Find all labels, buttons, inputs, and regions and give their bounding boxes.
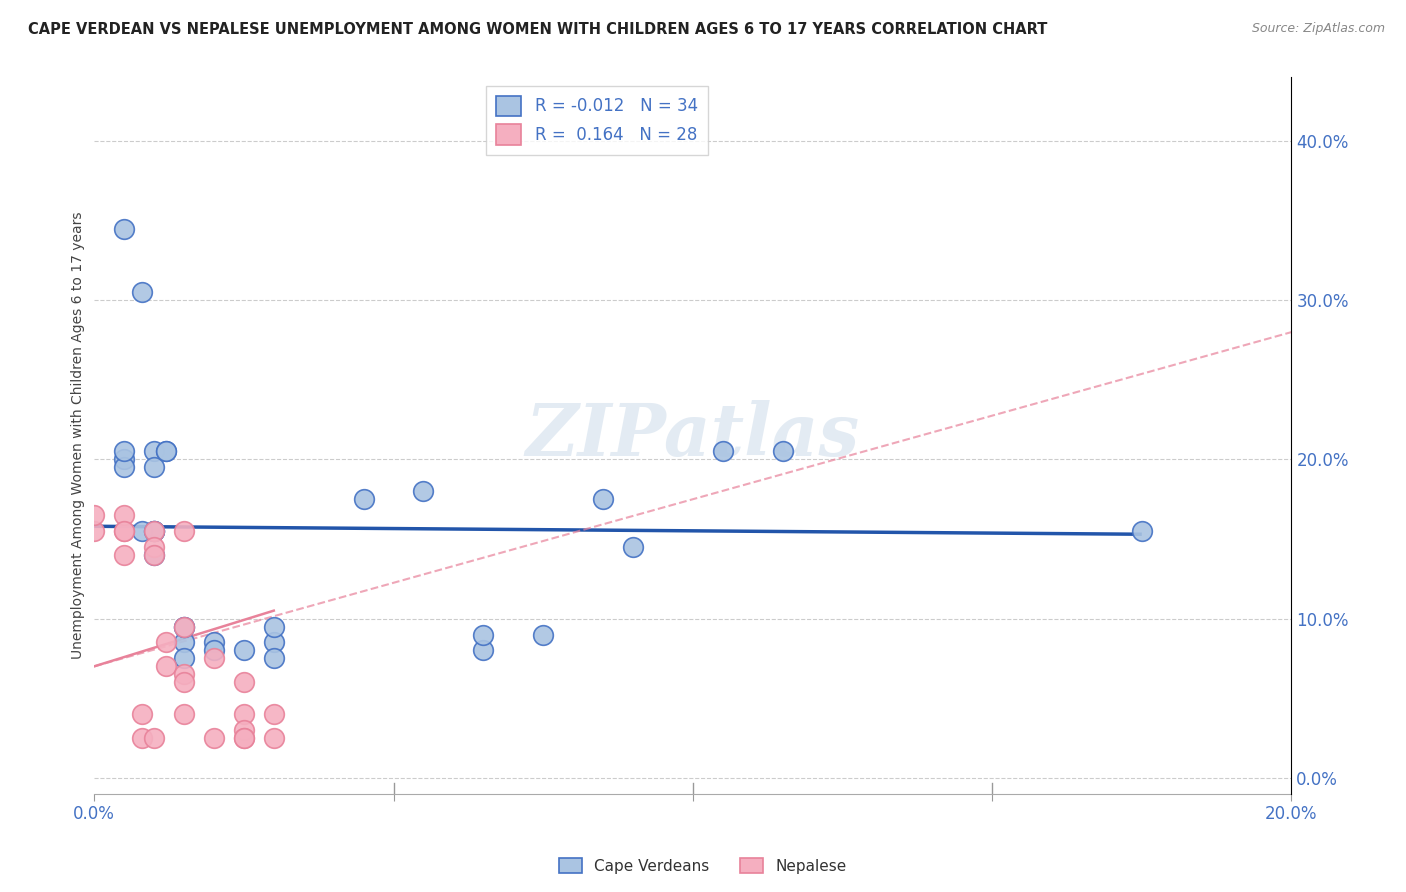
Point bbox=[131, 707, 153, 722]
Point bbox=[143, 524, 166, 538]
Text: CAPE VERDEAN VS NEPALESE UNEMPLOYMENT AMONG WOMEN WITH CHILDREN AGES 6 TO 17 YEA: CAPE VERDEAN VS NEPALESE UNEMPLOYMENT AM… bbox=[28, 22, 1047, 37]
Point bbox=[621, 540, 644, 554]
Point bbox=[412, 484, 434, 499]
Point bbox=[232, 643, 254, 657]
Point bbox=[232, 675, 254, 690]
Point bbox=[155, 444, 177, 458]
Point bbox=[592, 492, 614, 507]
Point bbox=[112, 524, 135, 538]
Point bbox=[173, 675, 195, 690]
Point bbox=[263, 731, 285, 745]
Legend: R = -0.012   N = 34, R =  0.164   N = 28: R = -0.012 N = 34, R = 0.164 N = 28 bbox=[486, 86, 707, 155]
Point bbox=[112, 452, 135, 467]
Point bbox=[202, 731, 225, 745]
Point bbox=[112, 221, 135, 235]
Point bbox=[112, 548, 135, 562]
Point bbox=[173, 635, 195, 649]
Text: Source: ZipAtlas.com: Source: ZipAtlas.com bbox=[1251, 22, 1385, 36]
Point bbox=[155, 635, 177, 649]
Point bbox=[155, 444, 177, 458]
Point bbox=[472, 627, 495, 641]
Point bbox=[143, 524, 166, 538]
Point bbox=[131, 285, 153, 300]
Point bbox=[772, 444, 794, 458]
Point bbox=[711, 444, 734, 458]
Legend: Cape Verdeans, Nepalese: Cape Verdeans, Nepalese bbox=[553, 852, 853, 880]
Point bbox=[173, 667, 195, 681]
Point bbox=[173, 619, 195, 633]
Point bbox=[353, 492, 375, 507]
Point bbox=[263, 635, 285, 649]
Point bbox=[232, 731, 254, 745]
Point bbox=[263, 619, 285, 633]
Point bbox=[112, 524, 135, 538]
Point bbox=[263, 707, 285, 722]
Point bbox=[143, 524, 166, 538]
Point bbox=[1130, 524, 1153, 538]
Point bbox=[173, 619, 195, 633]
Point bbox=[143, 548, 166, 562]
Point bbox=[143, 540, 166, 554]
Point bbox=[232, 723, 254, 737]
Point bbox=[83, 508, 105, 523]
Point bbox=[173, 651, 195, 665]
Point bbox=[143, 444, 166, 458]
Point bbox=[155, 659, 177, 673]
Point bbox=[202, 651, 225, 665]
Point bbox=[173, 619, 195, 633]
Point bbox=[173, 707, 195, 722]
Point bbox=[232, 707, 254, 722]
Point bbox=[112, 460, 135, 475]
Y-axis label: Unemployment Among Women with Children Ages 6 to 17 years: Unemployment Among Women with Children A… bbox=[72, 211, 86, 659]
Point bbox=[112, 508, 135, 523]
Point bbox=[143, 731, 166, 745]
Point bbox=[263, 651, 285, 665]
Point bbox=[472, 643, 495, 657]
Point bbox=[83, 524, 105, 538]
Point bbox=[531, 627, 554, 641]
Point bbox=[143, 548, 166, 562]
Text: ZIPatlas: ZIPatlas bbox=[526, 400, 860, 471]
Point bbox=[131, 524, 153, 538]
Point bbox=[232, 731, 254, 745]
Point bbox=[131, 731, 153, 745]
Point bbox=[202, 643, 225, 657]
Point bbox=[202, 635, 225, 649]
Point bbox=[173, 524, 195, 538]
Point bbox=[143, 460, 166, 475]
Point bbox=[143, 524, 166, 538]
Point bbox=[112, 444, 135, 458]
